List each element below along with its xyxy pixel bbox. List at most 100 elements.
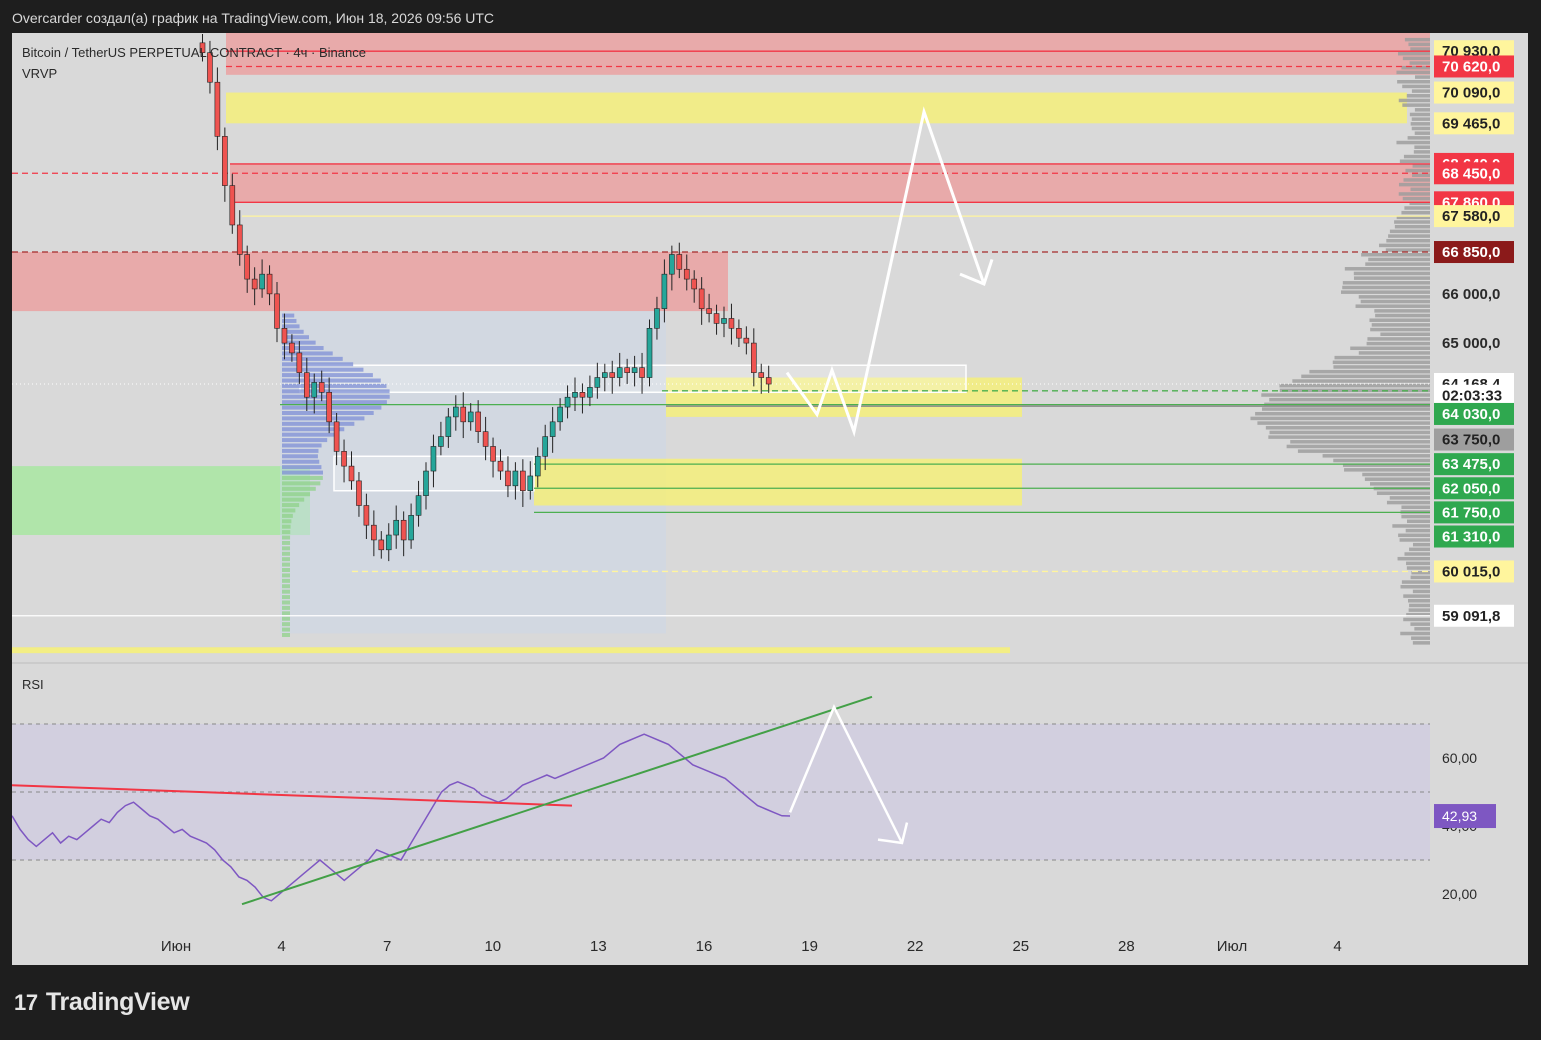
right-profile-bar xyxy=(1287,445,1430,449)
vrvp-bar xyxy=(282,541,290,545)
right-profile-bar xyxy=(1415,108,1430,112)
candle-body xyxy=(394,520,399,535)
candle-body xyxy=(304,373,309,398)
price-label: 66 000,0 xyxy=(1442,286,1500,303)
vrvp-bar xyxy=(282,471,323,475)
chart-canvas[interactable]: 60,0040,0020,0042,93 70 930,070 620,070 … xyxy=(12,33,1528,965)
candle-body xyxy=(297,353,302,373)
price-label: 68 450,0 xyxy=(1442,165,1500,182)
right-profile-bar xyxy=(1411,188,1430,192)
right-profile-bar xyxy=(1407,94,1430,98)
candle-body xyxy=(617,368,622,378)
vrvp-bar xyxy=(282,400,387,404)
right-profile-bar xyxy=(1292,379,1430,383)
right-profile-bar xyxy=(1370,328,1430,332)
right-profile-bar xyxy=(1323,454,1430,458)
vrvp-bar xyxy=(282,573,290,577)
right-profile-bar xyxy=(1365,477,1430,481)
price-label: 61 750,0 xyxy=(1442,504,1500,521)
price-axis[interactable]: 70 930,070 620,070 090,069 465,068 640,0… xyxy=(1434,40,1514,627)
right-profile-bar xyxy=(1400,159,1430,163)
right-profile-bar xyxy=(1411,122,1430,126)
vrvp-bar xyxy=(282,552,290,556)
vrvp-bar xyxy=(282,525,291,529)
right-profile-bar xyxy=(1367,342,1430,346)
right-profile-bar xyxy=(1344,468,1430,472)
price-label: 02:03:33 xyxy=(1442,388,1502,405)
candle-body xyxy=(386,535,391,550)
candle-body xyxy=(334,422,339,452)
right-profile-bar xyxy=(1402,85,1430,89)
candle-body xyxy=(364,506,369,526)
right-profile-bar xyxy=(1390,230,1430,234)
chart-frame[interactable]: 60,0040,0020,0042,93 70 930,070 620,070 … xyxy=(12,33,1528,965)
vrvp-bar xyxy=(282,530,290,534)
right-profile-bar xyxy=(1333,361,1430,365)
right-profile-bar xyxy=(1414,627,1430,631)
right-profile-bar xyxy=(1409,604,1430,608)
vrvp-bar xyxy=(282,395,390,399)
candle-body xyxy=(289,343,294,353)
vrvp-bar xyxy=(282,622,290,626)
price-label: 59 091,8 xyxy=(1442,608,1500,625)
candle-body xyxy=(595,378,600,388)
vrvp-bar xyxy=(282,465,321,469)
candle-body xyxy=(401,520,406,540)
candle-body xyxy=(550,422,555,437)
candle-body xyxy=(356,481,361,506)
time-axis[interactable]: 28Июн4710131619222528Июл4 xyxy=(12,938,1342,955)
right-profile-bar xyxy=(1405,169,1430,173)
candle-body xyxy=(722,318,727,323)
vrvp-bar xyxy=(282,438,327,442)
price-label: 70 090,0 xyxy=(1442,85,1500,102)
right-profile-bar xyxy=(1361,300,1430,304)
time-tick-label: 19 xyxy=(801,938,818,955)
right-profile-bar xyxy=(1269,398,1430,402)
price-label: 70 620,0 xyxy=(1442,58,1500,75)
right-profile-bar xyxy=(1396,141,1430,145)
right-profile-bar xyxy=(1301,375,1430,379)
candle-body xyxy=(610,373,615,378)
candle-body xyxy=(587,387,592,397)
candle-body xyxy=(342,451,347,466)
candle-body xyxy=(282,328,287,343)
right-profile-bar xyxy=(1398,52,1430,56)
right-profile-bar xyxy=(1361,253,1430,257)
right-profile-bar xyxy=(1250,417,1430,421)
price-label: 60 015,0 xyxy=(1442,563,1500,580)
candle-body xyxy=(379,540,384,550)
right-profile-bar xyxy=(1372,323,1430,327)
tradingview-brand[interactable]: 17 TradingView xyxy=(14,988,189,1017)
vrvp-bar xyxy=(282,600,290,604)
price-label: 63 750,0 xyxy=(1442,432,1500,449)
time-tick-label: Июл xyxy=(1217,938,1247,955)
right-profile-bar xyxy=(1342,286,1430,290)
right-profile-bar xyxy=(1261,393,1430,397)
vrvp-bar xyxy=(282,357,343,361)
right-profile-bar xyxy=(1377,491,1430,495)
yellow-zone-62k xyxy=(534,459,1022,506)
candle-body xyxy=(424,471,429,496)
candle-body xyxy=(558,407,563,422)
right-profile-bar xyxy=(1298,449,1430,453)
right-profile-bar xyxy=(1388,234,1430,238)
vrvp-bar xyxy=(282,498,304,502)
right-profile-bar xyxy=(1401,506,1430,510)
vrvp-bar xyxy=(282,546,290,550)
time-tick-label: Июн xyxy=(161,938,191,955)
right-profile-bar xyxy=(1367,337,1430,341)
candle-body xyxy=(677,254,682,269)
candle-body xyxy=(736,328,741,338)
time-tick-label: 25 xyxy=(1012,938,1029,955)
right-profile-bar xyxy=(1403,594,1430,598)
rsi-tick-label: 20,00 xyxy=(1442,886,1477,902)
candle-body xyxy=(230,186,235,225)
vrvp-bar xyxy=(282,628,290,632)
candle-body xyxy=(759,373,764,378)
right-profile-bar xyxy=(1268,435,1430,439)
candle-body xyxy=(684,269,689,279)
yellow-strip-bottom xyxy=(12,647,1010,653)
right-profile-bar xyxy=(1402,580,1430,584)
vrvp-bar xyxy=(282,373,373,377)
right-profile-bar xyxy=(1387,501,1430,505)
